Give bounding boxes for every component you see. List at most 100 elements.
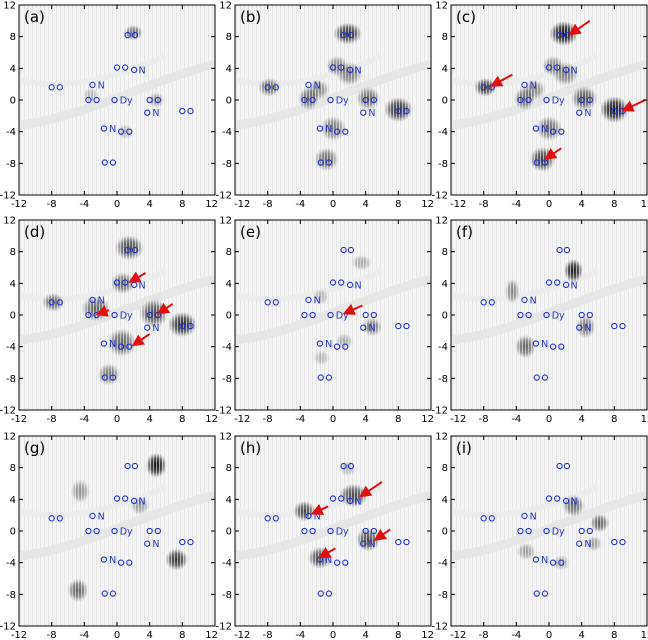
atom-o-marker	[131, 462, 139, 470]
y-tick-label: 12	[219, 1, 232, 12]
atom-o-marker	[395, 107, 402, 115]
atom-o-marker	[131, 31, 139, 39]
atom-o-marker	[549, 343, 557, 350]
y-tick-label: 12	[3, 216, 16, 227]
atom-o-marker	[586, 311, 593, 319]
atom-o-marker	[111, 311, 118, 319]
atom-o-marker	[154, 527, 161, 535]
y-tick-label: 8	[442, 463, 448, 474]
atom-o-marker	[543, 96, 550, 104]
atom-o-marker	[558, 128, 565, 135]
atom-n-label: N	[152, 108, 159, 119]
x-tick-label: -8	[479, 630, 489, 640]
atom-o-marker	[521, 296, 528, 304]
atom-n-label: N	[530, 295, 537, 306]
density-blob-stripes	[165, 548, 189, 571]
density-blob-stripes	[167, 311, 198, 338]
density-blob-stripes	[335, 333, 354, 350]
atom-o-marker	[517, 527, 524, 535]
atom-o-marker	[532, 340, 540, 347]
panel-f: N N Dy N N -12-12 -8 -8 -4 -4 0 0 4 4 8 8 12 12 (f)	[432, 216, 648, 426]
atom-o-marker	[122, 495, 129, 502]
atom-o-marker	[340, 31, 347, 39]
red-arrow	[621, 99, 646, 112]
atom-o-marker	[264, 515, 271, 522]
x-tick-label: -4	[79, 199, 89, 210]
x-tick-label: 12	[421, 630, 434, 640]
y-tick-label: 8	[226, 247, 232, 258]
atom-o-marker	[179, 322, 186, 330]
atom-o-marker	[301, 311, 308, 319]
atom-o-marker	[549, 128, 557, 135]
density-blob-stripes	[589, 513, 610, 533]
atom-o-marker	[329, 64, 337, 71]
atom-n-label: N	[152, 323, 159, 334]
density-blob	[148, 92, 165, 108]
x-tick-label: 4	[578, 630, 584, 640]
atom-o-marker	[611, 322, 618, 330]
atom-n-label: N	[541, 555, 548, 566]
density-blob	[513, 86, 536, 111]
x-tick-label: 0	[114, 199, 120, 210]
atom-n-label: N	[571, 496, 578, 507]
atom-n-label: N	[152, 539, 159, 550]
atom-o-marker	[362, 311, 369, 319]
density-blob	[514, 334, 536, 359]
density-blob-stripes	[312, 288, 329, 305]
y-tick-label: 0	[226, 311, 232, 322]
density-blob	[335, 333, 354, 350]
atom-o-marker	[144, 109, 151, 116]
atom-o-marker	[89, 296, 96, 304]
density-blob	[97, 363, 121, 386]
atom-o-marker	[113, 64, 121, 71]
density-blob-stripes	[383, 96, 414, 123]
atom-n-label: N	[584, 323, 591, 334]
y-tick-label: -4	[222, 127, 232, 138]
atom-o-marker	[111, 527, 118, 535]
x-tick-label: 0	[114, 630, 120, 640]
panel-label: (a)	[24, 8, 45, 26]
x-tick-label: -4	[511, 630, 521, 640]
x-tick-label: -8	[263, 199, 273, 210]
density-blob-stripes	[473, 77, 497, 97]
x-tick-label: 8	[395, 630, 401, 640]
atom-o-marker	[85, 311, 92, 319]
density-blob	[145, 452, 167, 478]
atom-o-marker	[533, 590, 540, 597]
panel-plot-area	[451, 436, 647, 626]
atom-o-marker	[109, 374, 117, 381]
background-channel	[19, 53, 168, 88]
density-blob-stripes	[107, 328, 137, 357]
atom-n-label: N	[314, 295, 321, 306]
atom-o-marker	[124, 462, 131, 470]
x-tick-label: -8	[263, 630, 273, 640]
atom-o-marker	[327, 311, 334, 319]
density-blob	[167, 311, 198, 338]
y-tick-label: -12	[0, 191, 16, 202]
x-tick-label: 4	[146, 199, 152, 210]
y-tick-label: 8	[226, 32, 232, 43]
atom-o-marker	[488, 515, 495, 522]
density-blob	[516, 542, 536, 561]
atom-o-marker	[541, 374, 549, 381]
atom-o-marker	[327, 96, 334, 104]
x-tick-label: 4	[362, 630, 368, 640]
x-tick-label: -12	[450, 630, 466, 640]
y-tick-label: -8	[6, 374, 16, 385]
y-tick-label: -8	[222, 590, 232, 601]
atom-n-label: N	[584, 539, 591, 550]
atom-n-label: N	[109, 339, 116, 350]
atom-o-marker	[56, 299, 63, 306]
atom-o-marker	[146, 527, 153, 535]
atom-o-marker	[100, 556, 108, 563]
atom-n-label: N	[98, 80, 105, 91]
atom-o-marker	[563, 497, 570, 505]
panel-label: (i)	[456, 439, 472, 457]
atom-o-marker	[521, 81, 528, 89]
y-tick-label: -8	[438, 374, 448, 385]
atom-o-marker	[395, 322, 402, 330]
y-tick-label: -12	[0, 622, 16, 633]
atom-dy-label: Dy	[552, 95, 565, 106]
atom-o-marker	[525, 311, 532, 319]
density-blob-stripes	[350, 254, 373, 271]
